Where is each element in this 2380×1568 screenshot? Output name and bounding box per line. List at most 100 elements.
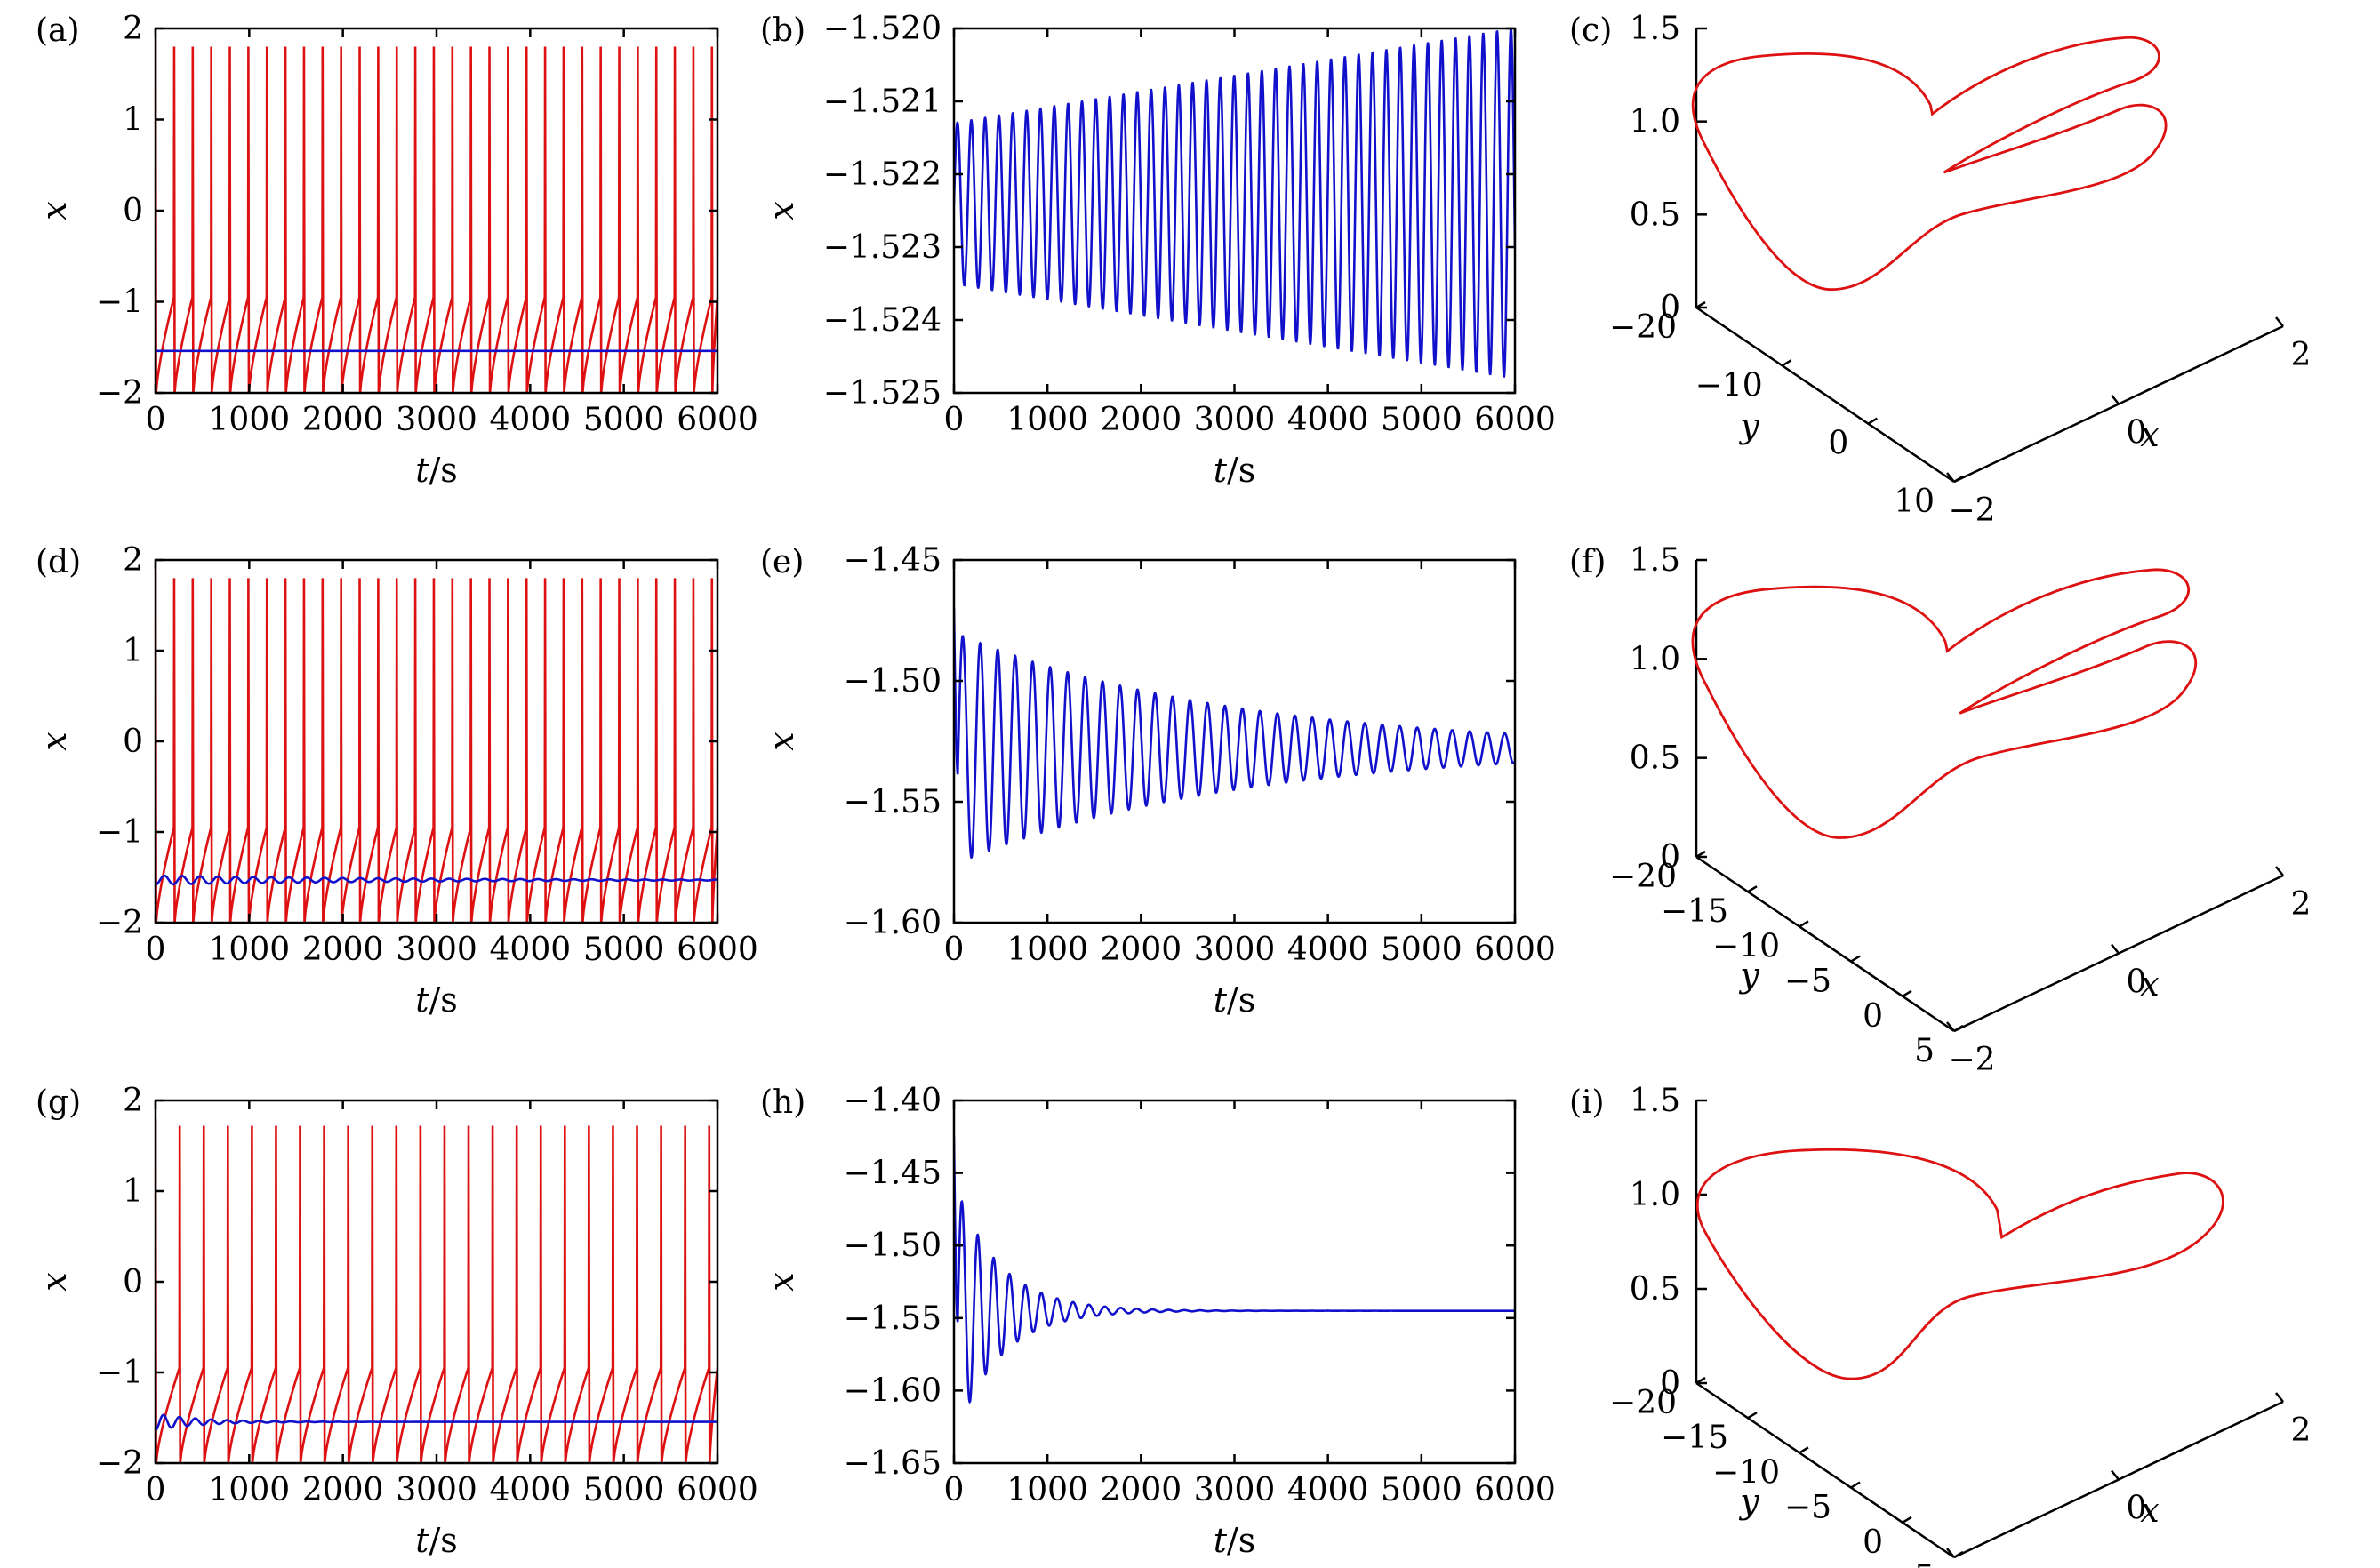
y-tick bbox=[1799, 920, 1809, 928]
x-tick-label: 1000 bbox=[209, 402, 291, 438]
x-axis-label-var: t bbox=[415, 980, 429, 1020]
y-tick bbox=[1850, 955, 1861, 963]
z-tick-label: 0.5 bbox=[1630, 740, 1680, 777]
y-tick-label: −1.522 bbox=[823, 156, 942, 193]
x-tick bbox=[2111, 1469, 2120, 1481]
y-tick bbox=[1695, 850, 1706, 859]
y-tick-label: −1.523 bbox=[823, 229, 942, 266]
y-tick-label: −1.55 bbox=[844, 784, 942, 820]
panel-letter: (d) bbox=[36, 544, 81, 580]
y-tick-label: 0 bbox=[123, 724, 143, 760]
x-tick-label: 2000 bbox=[302, 402, 384, 438]
y-tick-label: −1.60 bbox=[844, 905, 942, 941]
y-tick-label: 0 bbox=[1863, 998, 1883, 1035]
z-tick-label: 1.0 bbox=[1630, 641, 1680, 677]
z-tick-label: 0 bbox=[1660, 1365, 1680, 1402]
y-tick-label: −10 bbox=[1695, 367, 1763, 404]
y-tick-label: −1.520 bbox=[823, 11, 942, 47]
y-axis bbox=[1695, 855, 1955, 1033]
panel-e: 0 1000 2000 3000 4000 5000 6000 −1.60 −1.55 −1.50… bbox=[760, 542, 1556, 1020]
x-axis-label: x bbox=[2140, 1491, 2159, 1530]
x-tick bbox=[1946, 1021, 1955, 1032]
plot-frame bbox=[952, 1099, 1517, 1465]
y-tick-label: −20 bbox=[1609, 1385, 1677, 1421]
series-resting-neuron-zoom- bbox=[954, 1136, 1515, 1404]
x-tick-label: 2000 bbox=[302, 1472, 384, 1508]
y-tick-label: 0 bbox=[1863, 1524, 1883, 1561]
x-tick-label: 0 bbox=[944, 1472, 965, 1508]
x-tick-label: 5000 bbox=[583, 1472, 665, 1508]
y-axis-label: x bbox=[762, 732, 801, 750]
x-tick-label: 2 bbox=[2291, 337, 2312, 373]
x-tick-label: 2000 bbox=[1101, 932, 1182, 968]
series-resting-neuron bbox=[156, 874, 717, 886]
x-tick-label: 5000 bbox=[583, 932, 665, 968]
x-tick-label: 0 bbox=[944, 932, 965, 968]
x-axis-label: x bbox=[2140, 964, 2159, 1004]
y-axis-label: x bbox=[35, 1272, 74, 1291]
series-resting-neuron-zoom- bbox=[954, 608, 1515, 860]
x-axis-label-unit: /s bbox=[429, 980, 457, 1020]
x-tick-label: 5000 bbox=[1381, 402, 1462, 438]
x-tick bbox=[2275, 866, 2284, 876]
x-tick-label: 3000 bbox=[396, 402, 477, 438]
series-resting-neuron bbox=[156, 1413, 717, 1432]
y-tick-label: −5 bbox=[1784, 964, 1831, 1000]
y-tick-label: −20 bbox=[1609, 309, 1677, 346]
y-tick-label: 1 bbox=[123, 1173, 143, 1210]
x-tick-label: 0 bbox=[944, 402, 965, 438]
x-tick-label: 2000 bbox=[1101, 402, 1182, 438]
y-tick-label: −1.524 bbox=[823, 302, 942, 339]
x-tick-label: 3000 bbox=[1194, 932, 1276, 968]
y-axis-label: y bbox=[1738, 956, 1759, 995]
y-tick-label: −2 bbox=[96, 905, 143, 941]
y-axis-label: x bbox=[762, 201, 801, 220]
y-tick bbox=[1695, 1376, 1706, 1385]
x-axis-label-var: t bbox=[415, 1521, 429, 1560]
x-tick bbox=[1946, 1548, 1955, 1558]
y-tick-label: −1.65 bbox=[844, 1445, 942, 1482]
y-tick-label: 5 bbox=[1914, 1033, 1935, 1069]
y-tick-label: −1.50 bbox=[844, 663, 942, 700]
x-tick-label: 6000 bbox=[1474, 932, 1556, 968]
x-tick-label: 4000 bbox=[490, 402, 572, 438]
x-tick bbox=[2275, 1392, 2284, 1403]
panel-letter: (f) bbox=[1569, 544, 1606, 580]
x-axis-label: t/s bbox=[415, 1521, 458, 1560]
x-tick-label: 0 bbox=[146, 402, 166, 438]
x-tick bbox=[2111, 943, 2120, 955]
x-tick-label: 1000 bbox=[209, 932, 291, 968]
series-resting-neuron-zoom- bbox=[954, 28, 1515, 378]
y-tick-label: −1.525 bbox=[823, 375, 942, 412]
y-tick-label: −1.50 bbox=[844, 1228, 942, 1264]
y-tick bbox=[1867, 417, 1878, 425]
y-tick-label: 2 bbox=[123, 542, 143, 579]
panel-letter: (c) bbox=[1569, 12, 1612, 49]
y-tick-label: −1 bbox=[96, 284, 143, 321]
x-tick-label: −2 bbox=[1948, 492, 1995, 529]
x-tick-label: −2 bbox=[1948, 1042, 1995, 1078]
z-tick-label: 0.5 bbox=[1630, 196, 1680, 233]
x-axis-label: t/s bbox=[1214, 980, 1256, 1020]
panel-h: 0 1000 2000 3000 4000 5000 6000 −1.65 −1.60 −1.55… bbox=[760, 1083, 1556, 1560]
z-tick-label: 1.0 bbox=[1630, 104, 1680, 140]
z-tick-label: 1.0 bbox=[1630, 1177, 1680, 1213]
x-tick-label: 1000 bbox=[1006, 1472, 1088, 1508]
z-tick-label: 0.5 bbox=[1630, 1271, 1680, 1308]
panel-letter: (g) bbox=[36, 1084, 81, 1121]
x-tick bbox=[1946, 472, 1955, 483]
x-tick-label: 4000 bbox=[1287, 402, 1369, 438]
attractor-curve bbox=[1691, 36, 2168, 292]
z-tick-label: 1.5 bbox=[1630, 542, 1680, 579]
y-tick-label: 0 bbox=[123, 1264, 143, 1300]
y-axis bbox=[1695, 1381, 1955, 1559]
x-tick-label: 5000 bbox=[583, 402, 665, 438]
y-tick-label: 1 bbox=[123, 102, 143, 139]
x-axis-label-unit: /s bbox=[1227, 1521, 1255, 1560]
x-axis-label-unit: /s bbox=[1227, 451, 1255, 490]
x-tick-label: 1000 bbox=[1006, 932, 1088, 968]
y-axis bbox=[1695, 306, 1955, 484]
panel-b: 0 1000 2000 3000 4000 5000 6000 −1.525 −1.524 −1.… bbox=[760, 11, 1556, 490]
series-spiking-neuron bbox=[156, 569, 717, 923]
